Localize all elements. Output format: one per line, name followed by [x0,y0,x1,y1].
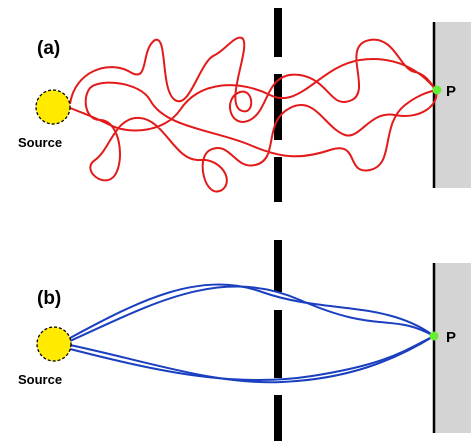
panel-b: (b) Source P [18,240,471,441]
panel-a: (a) Source P [18,8,471,202]
source [36,326,72,362]
source [35,89,71,125]
screen [434,263,471,433]
source-label: Source [18,372,62,387]
point-label: P [446,83,456,100]
point [429,331,439,341]
panel-label: (b) [37,288,61,309]
screen [434,22,471,188]
random-path [69,36,438,193]
source-label: Source [18,135,62,150]
point [432,85,442,95]
panel-label: (a) [37,38,60,59]
paths [69,283,435,384]
point-label: P [446,329,456,346]
